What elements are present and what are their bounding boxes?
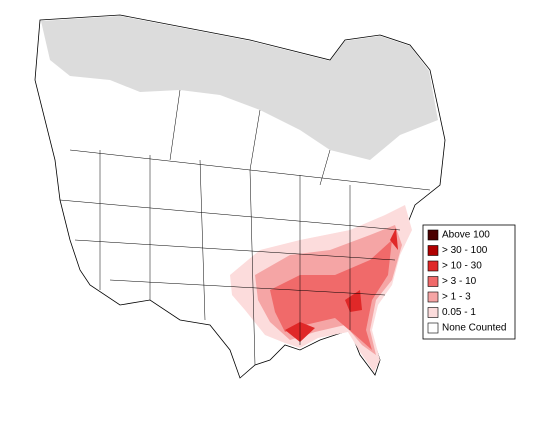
legend: Above 100 > 30 - 100 > 10 - 30 > 3 - 10 > 1 … xyxy=(422,224,516,340)
legend-swatch xyxy=(427,276,439,287)
legend-swatch xyxy=(427,229,439,241)
map xyxy=(34,14,446,379)
legend-swatch xyxy=(427,307,439,318)
legend-label: 0.05 - 1 xyxy=(442,307,476,318)
legend-label: > 1 - 3 xyxy=(442,292,471,303)
legend-box xyxy=(422,224,516,340)
legend-swatch xyxy=(427,245,439,256)
borders xyxy=(59,89,431,366)
legend-swatch xyxy=(427,291,439,303)
legend-swatch xyxy=(427,322,439,334)
legend-label: > 3 - 10 xyxy=(442,276,477,287)
legend-label: > 10 - 30 xyxy=(442,261,482,272)
peak-region xyxy=(285,228,398,342)
legend-swatch xyxy=(427,260,439,272)
legend-label: Above 100 xyxy=(442,230,490,241)
none-counted-region xyxy=(41,16,438,160)
legend-label: None Counted xyxy=(442,323,507,334)
legend-label: > 30 - 100 xyxy=(442,245,488,256)
